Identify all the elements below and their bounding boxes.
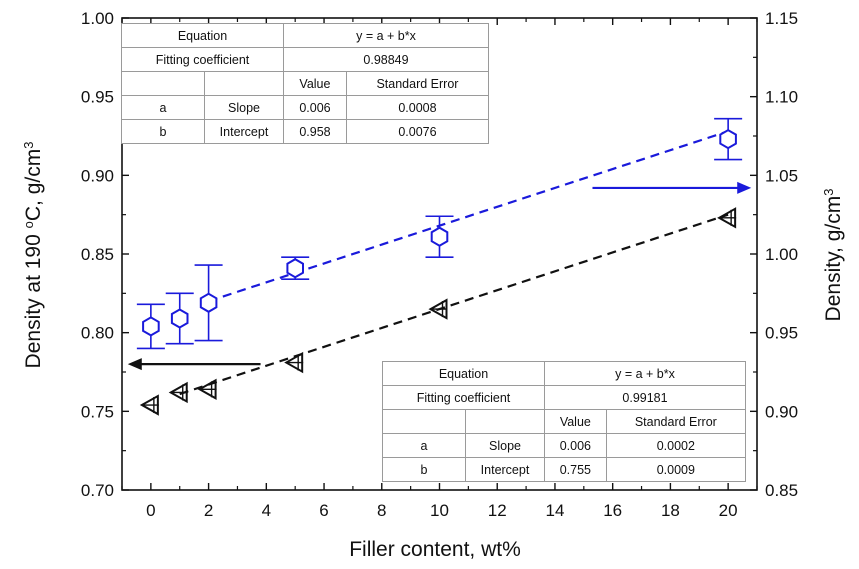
data-point-hexagon bbox=[719, 128, 737, 150]
coef-label: Fitting coefficient bbox=[382, 385, 545, 410]
left-y-tick-label: 0.90 bbox=[81, 166, 114, 185]
left-y-tick-label: 0.85 bbox=[81, 245, 114, 264]
left-y-tick-label: 0.80 bbox=[81, 324, 114, 343]
right-y-tick-label: 1.15 bbox=[765, 9, 798, 28]
fit-table-black: Equation y = a + b*x Fitting coefficient… bbox=[382, 361, 747, 482]
x-tick-label: 2 bbox=[204, 501, 213, 520]
data-point-triangle bbox=[717, 207, 737, 229]
data-point-triangle bbox=[284, 351, 304, 374]
equation-label: Equation bbox=[382, 361, 545, 386]
data-point-hexagon bbox=[170, 308, 189, 329]
right-y-tick-label: 1.05 bbox=[765, 166, 798, 185]
x-tick-label: 10 bbox=[430, 501, 449, 520]
equation-label: Equation bbox=[121, 23, 284, 48]
x-tick-label: 16 bbox=[603, 501, 622, 520]
right-y-tick-label: 0.90 bbox=[765, 402, 798, 421]
data-point-hexagon bbox=[142, 316, 160, 337]
left-y-tick-label: 0.95 bbox=[81, 88, 114, 107]
table-row: a Slope 0.006 0.0008 bbox=[121, 95, 490, 120]
fit-line-1 bbox=[179, 213, 729, 396]
right-y-tick-label: 1.00 bbox=[765, 245, 798, 264]
x-tick-label: 18 bbox=[661, 501, 680, 520]
table-row: a Slope 0.006 0.0002 bbox=[382, 433, 747, 458]
stderr-header: Standard Error bbox=[605, 409, 747, 434]
data-point-triangle bbox=[428, 298, 448, 320]
right-y-tick-label: 0.95 bbox=[765, 324, 798, 343]
x-tick-label: 6 bbox=[319, 501, 328, 520]
fit-table-blue: Equation y = a + b*x Fitting coefficient… bbox=[121, 23, 490, 144]
data-point-triangle bbox=[168, 381, 188, 404]
x-tick-label: 8 bbox=[377, 501, 386, 520]
coef-value: 0.98849 bbox=[283, 47, 489, 72]
x-tick-label: 14 bbox=[545, 501, 564, 520]
left-y-tick-label: 0.75 bbox=[81, 402, 114, 421]
right-axis-title: Density, g/cm3 bbox=[821, 189, 846, 322]
table-row: b Intercept 0.755 0.0009 bbox=[382, 457, 747, 482]
data-point-hexagon bbox=[199, 292, 218, 313]
left-axis-title: Density at 190 oC, g/cm3 bbox=[21, 142, 46, 369]
x-axis-title: Filler content, wt% bbox=[349, 538, 521, 561]
value-header: Value bbox=[544, 409, 607, 434]
left-y-tick-label: 1.00 bbox=[81, 9, 114, 28]
right-y-tick-label: 0.85 bbox=[765, 481, 798, 500]
fit-line-0 bbox=[208, 130, 729, 303]
x-tick-label: 0 bbox=[146, 501, 155, 520]
equation-value: y = a + b*x bbox=[283, 23, 489, 48]
right-y-tick-label: 1.10 bbox=[765, 88, 798, 107]
value-header: Value bbox=[283, 71, 347, 96]
x-tick-label: 4 bbox=[262, 501, 271, 520]
axis-arrow-head bbox=[127, 358, 142, 371]
data-point-triangle bbox=[139, 394, 159, 416]
coef-label: Fitting coefficient bbox=[121, 47, 284, 72]
x-tick-label: 12 bbox=[488, 501, 507, 520]
left-y-tick-label: 0.70 bbox=[81, 481, 114, 500]
x-tick-label: 20 bbox=[719, 501, 738, 520]
stderr-header: Standard Error bbox=[345, 71, 490, 96]
data-point-hexagon bbox=[430, 226, 449, 247]
data-point-hexagon bbox=[286, 258, 304, 279]
data-point-triangle bbox=[197, 378, 217, 401]
coef-value: 0.99181 bbox=[544, 385, 746, 410]
table-row: b Intercept 0.958 0.0076 bbox=[121, 119, 490, 144]
equation-value: y = a + b*x bbox=[544, 361, 746, 386]
axis-arrow-head bbox=[737, 181, 752, 194]
